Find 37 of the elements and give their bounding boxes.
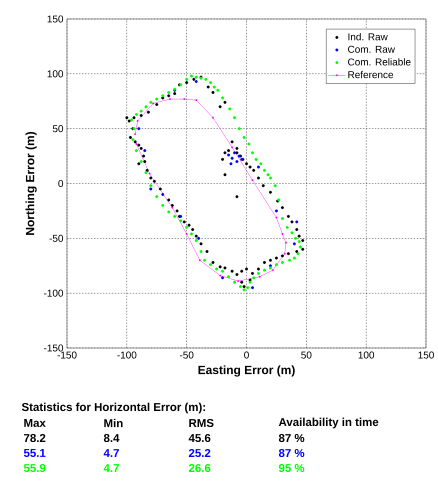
text: 45.6: [188, 434, 211, 442]
text: 95 %: [279, 464, 304, 472]
text: 87 %: [279, 448, 304, 458]
x-tick-label: 50: [301, 352, 312, 359]
y-tick-label: 100: [48, 70, 64, 78]
text: RMS: [189, 418, 214, 428]
legend-label: Com. Raw: [348, 46, 396, 53]
x-tick-label: 100: [358, 352, 374, 359]
text: 55.1: [24, 449, 46, 457]
legend-label: Com. Reliable: [348, 58, 411, 66]
y-tick-label: -50: [50, 234, 64, 242]
text: Statistics for Horizontal Error (m):: [22, 402, 206, 414]
text: Max: [24, 419, 46, 427]
text: 55.9: [24, 464, 46, 472]
text: Availability in time: [278, 418, 378, 428]
y-tick-label: -100: [44, 290, 64, 297]
legend-label: Reference: [348, 70, 394, 78]
text: 4.7: [104, 464, 120, 472]
text: Min: [104, 418, 123, 428]
text: 8.4: [104, 434, 120, 442]
y-tick-label: 50: [52, 125, 64, 132]
y-tick-label: -150: [44, 344, 64, 352]
y-tick-label: 0: [58, 180, 64, 188]
text: 4.7: [104, 449, 120, 457]
text: 26.6: [189, 464, 211, 472]
x-tick-label: -150: [58, 352, 77, 359]
x-tick-label: 0: [244, 352, 250, 359]
x-axis-title: Easting Error (m): [198, 365, 295, 377]
x-tick-label: -100: [117, 352, 137, 359]
text: 78.2: [24, 434, 46, 442]
x-tick-label: 150: [418, 352, 434, 359]
y-axis-title: Northing Error (m): [26, 132, 37, 235]
text: 25.2: [189, 448, 211, 458]
text: 87 %: [279, 434, 304, 442]
y-tick-label: 150: [48, 15, 64, 23]
legend-label: Ind. Raw: [348, 33, 388, 40]
x-tick-label: -50: [180, 352, 194, 359]
